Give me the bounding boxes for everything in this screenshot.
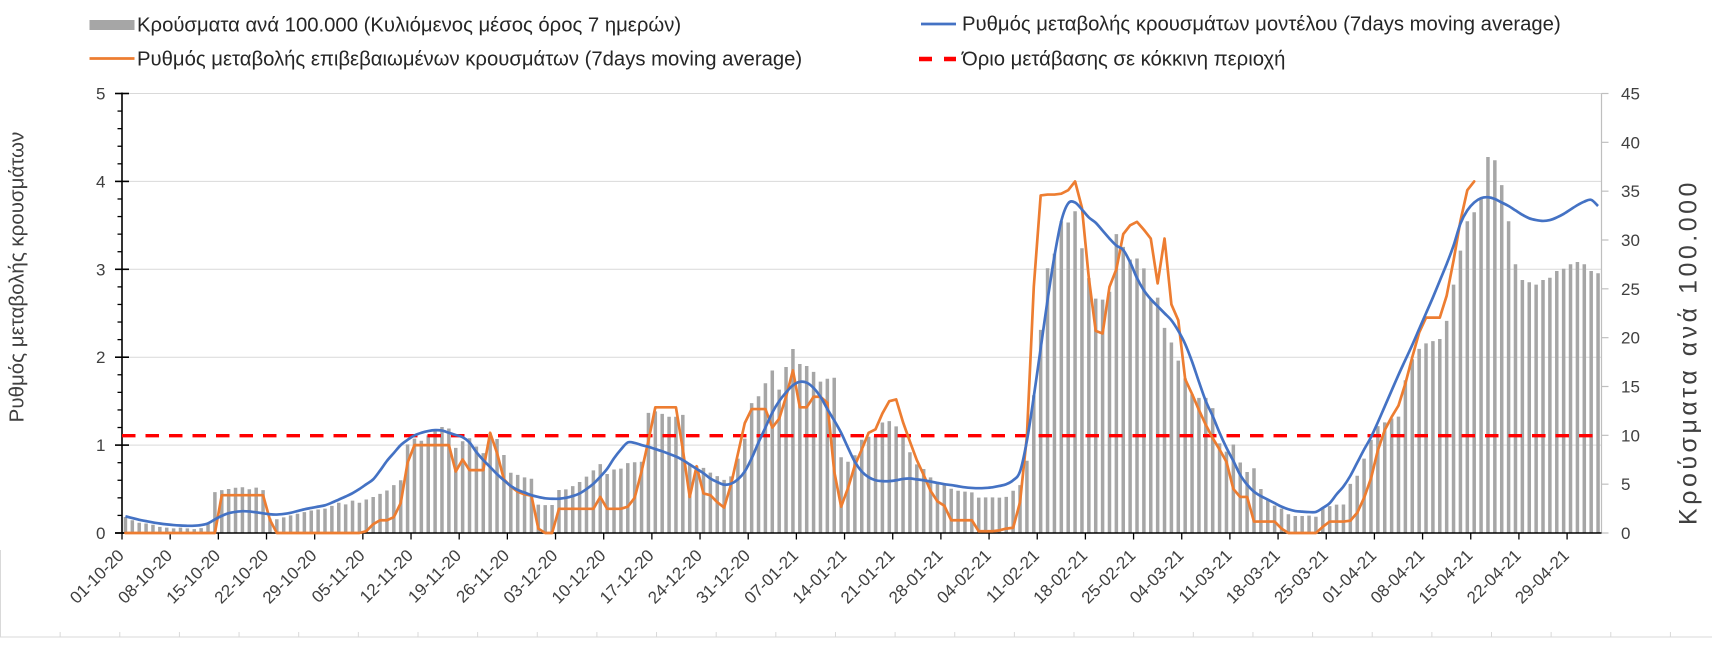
svg-text:20: 20 bbox=[1621, 329, 1640, 348]
svg-text:5: 5 bbox=[96, 85, 105, 104]
svg-text:Ρυθμός μεταβολής επιβεβαιωμένω: Ρυθμός μεταβολής επιβεβαιωμένων κρουσμάτ… bbox=[137, 49, 802, 71]
svg-text:15: 15 bbox=[1621, 378, 1640, 397]
svg-text:1: 1 bbox=[96, 436, 105, 455]
svg-text:Κρούσματα ανά 100.000 (Κυλιόμε: Κρούσματα ανά 100.000 (Κυλιόμενος μέσος … bbox=[137, 15, 681, 37]
svg-text:Ρυθμός μεταβολής κρουσμάτων: Ρυθμός μεταβολής κρουσμάτων bbox=[6, 132, 29, 423]
svg-text:45: 45 bbox=[1621, 85, 1640, 104]
svg-text:4: 4 bbox=[96, 172, 105, 191]
svg-text:2: 2 bbox=[96, 348, 105, 367]
svg-text:30: 30 bbox=[1621, 231, 1640, 250]
svg-text:5: 5 bbox=[1621, 475, 1630, 494]
svg-text:40: 40 bbox=[1621, 133, 1640, 152]
svg-text:Ρυθμός μεταβολής κρουσμάτων μο: Ρυθμός μεταβολής κρουσμάτων μοντέλου (7d… bbox=[962, 14, 1561, 36]
svg-text:Κρούσματα ανά 100.000: Κρούσματα ανά 100.000 bbox=[1675, 179, 1703, 525]
svg-text:Όριο μετάβασης σε κόκκινη περι: Όριο μετάβασης σε κόκκινη περιοχή bbox=[961, 49, 1285, 71]
svg-text:3: 3 bbox=[96, 260, 105, 279]
svg-text:0: 0 bbox=[1621, 524, 1630, 543]
svg-text:0: 0 bbox=[96, 524, 105, 543]
svg-text:10: 10 bbox=[1621, 426, 1640, 445]
svg-text:35: 35 bbox=[1621, 182, 1640, 201]
svg-text:25: 25 bbox=[1621, 280, 1640, 299]
